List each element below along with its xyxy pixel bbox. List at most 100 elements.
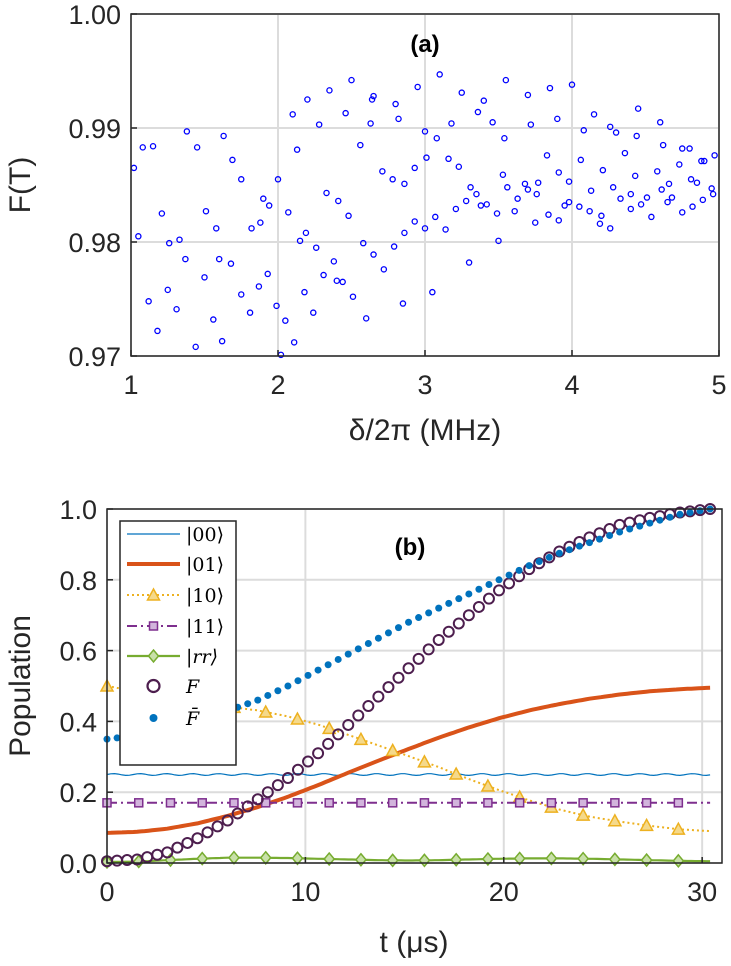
panel-a-ylabel: F(T) (4, 157, 37, 214)
panel-a-xtick-label: 4 (564, 370, 579, 400)
scatter-point (282, 317, 289, 324)
series-10-marker (290, 711, 305, 725)
series-F-marker (191, 832, 204, 845)
series-Fbar-marker (244, 700, 252, 708)
scatter-point (617, 195, 624, 202)
series-Fbar-marker (616, 528, 624, 536)
series-F-marker (432, 633, 445, 646)
series-11-marker (578, 798, 588, 808)
panel-a-ytick-label: 0.97 (68, 342, 121, 372)
series-F-marker (392, 671, 405, 684)
scatter-point (368, 96, 376, 103)
scatter-point (546, 84, 554, 92)
scatter-point (442, 226, 449, 233)
panel-b-ytick-label: 0.2 (59, 778, 97, 808)
scatter-point (689, 203, 696, 210)
series-F-marker (271, 779, 284, 792)
scatter-point (599, 166, 607, 174)
scatter-point (411, 164, 418, 172)
scatter-point (561, 202, 568, 209)
legend-marker-F (146, 678, 161, 694)
series-Fbar-marker (676, 510, 684, 518)
series-Fbar-marker (596, 535, 604, 543)
scatter-point (414, 83, 421, 91)
series-F-marker (352, 709, 365, 722)
scatter-point (176, 236, 183, 243)
series-Fbar-marker (555, 549, 563, 557)
scatter-point (257, 219, 264, 226)
series-F-marker (332, 728, 345, 741)
scatter-point (676, 161, 683, 168)
scatter-point (315, 121, 323, 128)
scatter-point (467, 184, 474, 191)
scatter-point (699, 196, 707, 204)
scatter-point (392, 100, 399, 108)
series-10-marker (480, 778, 496, 792)
series-Fbar-marker (505, 571, 513, 579)
scatter-point (248, 225, 255, 232)
scatter-point (182, 255, 189, 263)
series-F-marker (251, 793, 264, 806)
scatter-point (511, 207, 518, 215)
scatter-point (527, 121, 535, 128)
scatter-point (631, 172, 639, 180)
panel-b-legend: |00⟩ |01⟩ |10⟩ |11⟩ |rr⟩ F F̄ (119, 520, 237, 766)
scatter-point (554, 115, 561, 123)
series-rr-marker (196, 851, 209, 866)
series-11-marker (451, 798, 461, 808)
scatter-point (302, 229, 310, 237)
series-10-marker (385, 742, 400, 757)
series-10-marker (607, 813, 623, 827)
scatter-point (606, 123, 614, 131)
series-11-marker (292, 798, 303, 808)
legend-label: |11⟩ (186, 616, 224, 638)
scatter-point (210, 316, 217, 323)
panel-b: 0 10 20 30 0.0 0.2 0.4 0.6 0.8 1.0 (b) t (μs) Pop… (4, 495, 723, 959)
scatter-point (480, 97, 488, 104)
legend-label: F (185, 676, 200, 698)
series-rr-marker (323, 851, 336, 867)
series-F-marker (462, 609, 475, 622)
scatter-point (634, 105, 642, 112)
scatter-point (395, 115, 402, 123)
series-Fbar-marker (274, 687, 282, 695)
series-F-marker (181, 836, 194, 849)
scatter-point (489, 119, 496, 126)
scatter-point (565, 198, 573, 206)
series-Fbar-marker (686, 509, 694, 517)
series-Fbar-marker (646, 519, 654, 527)
scatter-point (342, 109, 349, 117)
series-11-marker (546, 798, 557, 808)
scatter-point (543, 152, 551, 159)
scatter-point (452, 205, 460, 213)
panel-a-xtick-label: 3 (417, 370, 432, 400)
scatter-point (296, 237, 304, 245)
scatter-point (448, 120, 455, 127)
series-Fbar-marker (314, 666, 322, 674)
series-Fbar-marker (575, 542, 583, 550)
series-Fbar-marker (354, 645, 362, 653)
scatter-point (389, 176, 396, 183)
panel-b-ytick-label: 0.6 (59, 637, 97, 667)
series-F-marker (302, 755, 315, 768)
scatter-point (596, 220, 604, 228)
scatter-point (367, 120, 374, 127)
series-01-line (106, 685, 711, 835)
scatter-point (708, 185, 715, 192)
scatter-point (227, 260, 235, 267)
series-Fbar-marker (585, 539, 593, 547)
scatter-point (326, 87, 333, 94)
scatter-point (264, 270, 271, 278)
panel-a-xtick-label: 5 (711, 370, 726, 400)
series-Fbar-marker (525, 562, 533, 570)
series-Fbar-marker (334, 655, 342, 663)
scatter-point (665, 180, 673, 188)
series-Fbar-marker (626, 525, 634, 533)
scatter-point (218, 337, 226, 345)
scatter-point (357, 141, 364, 149)
panel-b-ytick-label: 0.4 (59, 707, 97, 737)
scatter-point (499, 171, 507, 178)
scatter-point (473, 190, 480, 198)
scatter-point (637, 201, 645, 208)
series-10-marker (448, 766, 464, 780)
